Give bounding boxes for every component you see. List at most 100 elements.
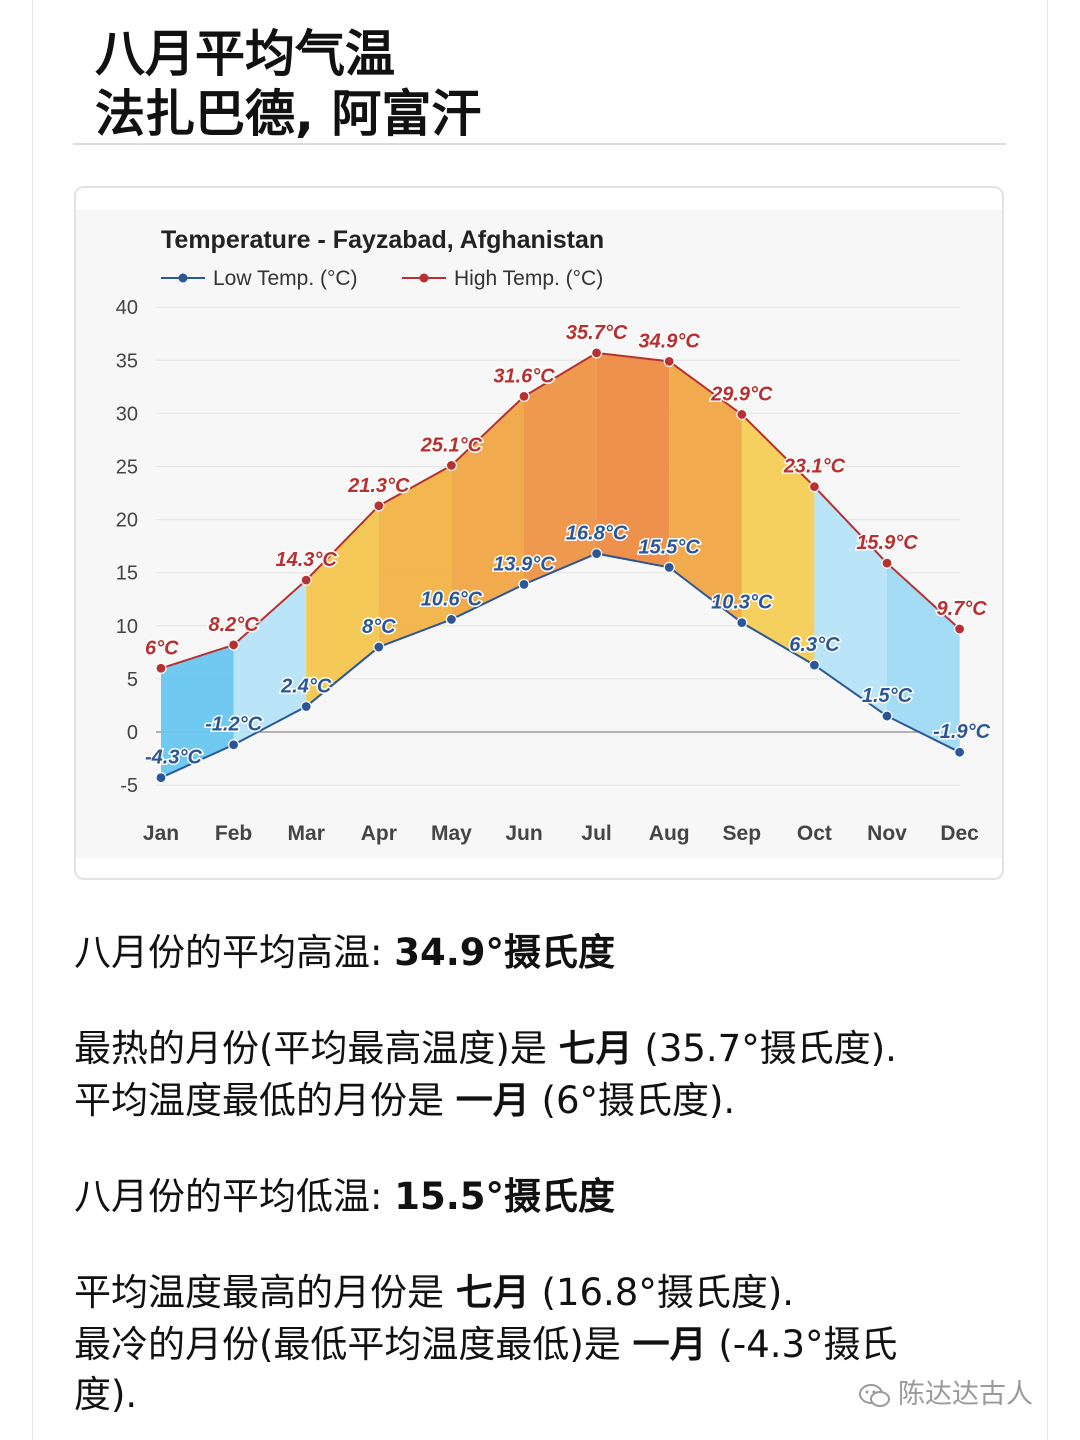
high-temp-point <box>736 408 748 421</box>
y-tick-label: 30 <box>116 403 138 425</box>
temperature-range-band <box>233 580 307 745</box>
y-tick-label: 35 <box>116 350 138 372</box>
low-temp-point <box>590 547 603 560</box>
page-title: 八月平均气温 法扎巴德, 阿富汗 <box>95 24 481 144</box>
temperature-range-band <box>596 352 670 568</box>
coldest-month-line-2: 度). <box>74 1370 137 1420</box>
high-temp-data-label: 14.3°C <box>276 549 338 571</box>
low-temp-point <box>881 710 893 722</box>
aug-high-value: 34.9°摄氏度 <box>394 931 616 974</box>
low-temp-data-label: 10.6°C <box>421 588 483 610</box>
high-temp-point <box>808 481 821 493</box>
temperature-range-band <box>887 563 960 753</box>
hottest-suffix: (35.7°摄氏度). <box>632 1027 897 1070</box>
x-tick-label: Dec <box>940 822 979 845</box>
page-title-line-2: 法扎巴德, 阿富汗 <box>95 85 482 143</box>
page-title-line-1: 八月平均气温 <box>95 25 395 83</box>
x-tick-label: May <box>431 822 472 845</box>
temperature-chart: 40 35 30 25 20 15 10 5 0 -5 -4.3°C-1.2°C 2.4°C 8°C 10… <box>76 210 1002 858</box>
low-temp-data-label: 16.8°C <box>566 523 628 545</box>
y-tick-label: 5 <box>127 669 138 691</box>
y-tick-label: 15 <box>116 563 138 585</box>
page-border-right <box>1047 0 1048 1440</box>
temperature-range-band <box>741 414 815 666</box>
temperature-range-band <box>306 505 379 707</box>
x-tick-label: Nov <box>867 822 907 845</box>
low-temp-data-label: 1.5°C <box>862 685 913 707</box>
legend-low-label: Low Temp. (°C) <box>213 267 358 290</box>
temperature-range-band <box>524 352 597 585</box>
watermark: 陈达达古人 <box>858 1372 1033 1411</box>
coldest-prefix: 最冷的月份(最低平均温度最低)是 <box>74 1323 633 1366</box>
low-temp-data-label: -4.3°C <box>145 747 202 769</box>
low-temp-point <box>518 578 530 590</box>
y-tick-label: 0 <box>127 722 138 744</box>
high-temp-point <box>155 662 167 674</box>
x-tick-label: Aug <box>649 822 690 845</box>
high-temp-data-label: 35.7°C <box>566 322 628 344</box>
coldest-suffix-2: 度). <box>74 1373 138 1416</box>
highest-low-prefix: 平均温度最高的月份是 <box>74 1271 456 1314</box>
watermark-text: 陈达达古人 <box>898 1379 1033 1410</box>
high-temp-point <box>445 459 457 472</box>
high-temp-data-label: 8.2°C <box>208 614 259 636</box>
temperature-chart-card: 40 35 30 25 20 15 10 5 0 -5 -4.3°C -1.2°C 2.4°C 8°C 10… <box>74 186 1004 880</box>
high-temp-data-label: 6°C <box>145 637 179 659</box>
low-temp-line <box>160 552 961 779</box>
aug-high-line: 八月份的平均高温: 34.9°摄氏度 <box>74 928 615 978</box>
temperature-range-band <box>669 361 742 623</box>
highest-low-suffix: (16.8°摄氏度). <box>529 1271 795 1314</box>
high-temp-line <box>160 351 961 670</box>
lowest-high-prefix: 平均温度最低的月份是 <box>74 1079 456 1122</box>
hottest-month-line: 最热的月份(平均最高温度)是 七月 (35.7°摄氏度). <box>74 1024 897 1074</box>
low-temp-data-label: 10.3°C <box>711 592 773 614</box>
low-temp-data-label: 2.4°C <box>280 676 332 698</box>
aug-low-line: 八月份的平均低温: 15.5°摄氏度 <box>74 1172 615 1222</box>
low-temp-point <box>373 641 385 653</box>
high-temp-point <box>518 390 530 403</box>
high-temp-point <box>663 355 675 367</box>
high-temp-point <box>373 500 385 512</box>
legend-high-marker <box>419 273 429 283</box>
lowest-high-month: 一月 <box>455 1079 530 1122</box>
page-border-left <box>32 0 33 1440</box>
highest-low-month: 七月 <box>455 1271 530 1314</box>
y-tick-label: 20 <box>116 510 138 532</box>
low-temp-data-label: 13.9°C <box>493 553 555 575</box>
legend-high-label: High Temp. (°C) <box>454 267 603 290</box>
high-temp-data-label: 21.3°C <box>347 475 410 497</box>
hottest-prefix: 最热的月份(平均最高温度)是 <box>74 1027 559 1070</box>
high-temp-point <box>300 574 312 586</box>
coldest-month-line: 最冷的月份(最低平均温度最低)是 一月 (-4.3°摄氏 <box>74 1320 898 1370</box>
lowest-high-month-line: 平均温度最低的月份是 一月 (6°摄氏度). <box>74 1076 735 1126</box>
chart-title: Temperature - Fayzabad, Afghanistan <box>161 226 604 254</box>
legend-low-marker <box>178 273 188 283</box>
low-temp-data-label: 6.3°C <box>789 634 840 656</box>
low-temp-point <box>736 617 748 629</box>
low-temp-point <box>155 772 167 784</box>
x-tick-label: Oct <box>797 822 832 845</box>
high-temp-data-label: 31.6°C <box>493 365 555 387</box>
x-tick-label: Jun <box>505 822 542 845</box>
x-tick-label: Feb <box>215 822 252 845</box>
low-temp-point <box>228 739 240 751</box>
high-temp-point <box>590 347 603 359</box>
high-temp-point <box>953 623 966 635</box>
high-temp-data-label: 29.9°C <box>710 383 773 405</box>
coldest-month: 一月 <box>632 1323 707 1366</box>
low-temp-point <box>808 659 821 671</box>
low-temp-point <box>300 700 312 713</box>
low-temp-point <box>953 746 966 758</box>
high-temp-data-label: 25.1°C <box>420 434 483 456</box>
wechat-icon <box>859 1383 890 1407</box>
temperature-range-band <box>378 465 452 648</box>
y-tick-label: 10 <box>116 616 138 638</box>
y-tick-label: 40 <box>116 297 138 319</box>
hottest-month: 七月 <box>558 1027 633 1070</box>
x-tick-label: Jan <box>143 822 179 845</box>
high-temp-data-label: 23.1°C <box>783 456 846 478</box>
high-temp-data-label: 34.9°C <box>639 330 701 352</box>
highest-low-month-line: 平均温度最高的月份是 七月 (16.8°摄氏度). <box>74 1268 794 1318</box>
low-temp-point <box>445 613 457 626</box>
title-divider <box>73 143 1006 145</box>
